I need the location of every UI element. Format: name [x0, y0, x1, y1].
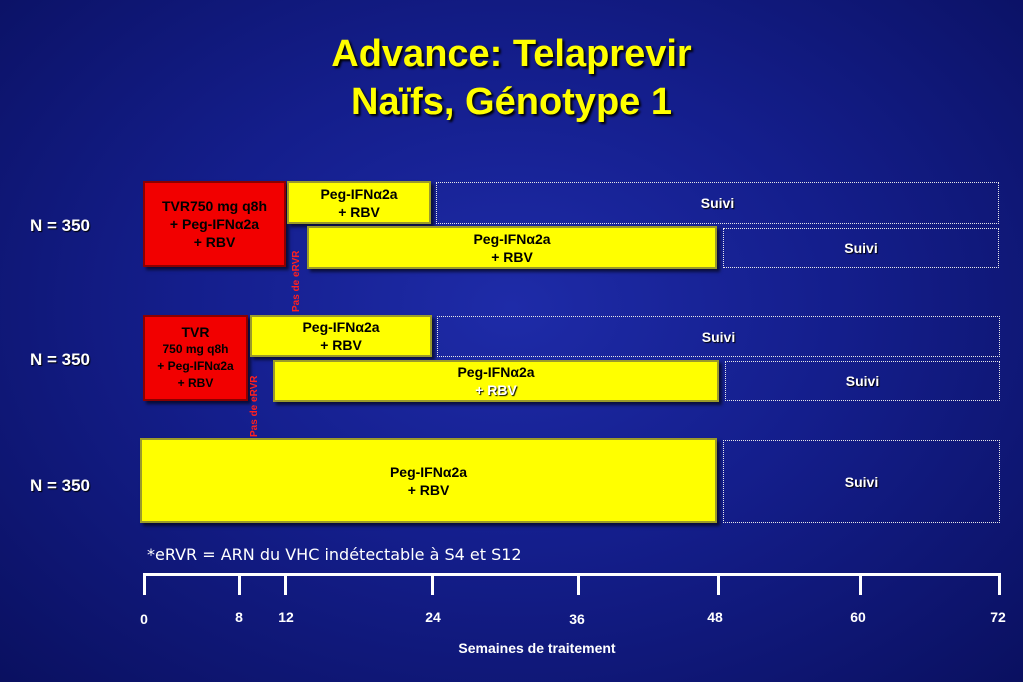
arm3-suivi-label: Suivi — [844, 473, 879, 490]
arm2-top-suivi-box: Suivi — [437, 316, 1000, 357]
axis-title: Semaines de traitement — [458, 640, 616, 656]
slide-title-line2: Naïfs, Génotype 1 — [351, 81, 672, 123]
tick-label-60: 60 — [850, 609, 866, 625]
tick-label-48: 48 — [707, 609, 723, 625]
arm2-n-label: N = 350 — [30, 350, 91, 369]
arm2-top-peg-line1: Peg-IFNα2a — [302, 319, 380, 335]
tick-label-36: 36 — [569, 611, 585, 627]
arm2-top-peg-line2: + RBV — [320, 337, 362, 353]
arm1-tvr-line2: + Peg-IFNα2a — [169, 216, 260, 232]
arm1-top-suivi-box: Suivi — [436, 182, 999, 224]
arm2-tvr-line2: 750 mg q8h — [162, 342, 229, 356]
arm3-suivi-box: Suivi — [723, 440, 1000, 523]
tick-12 — [284, 573, 287, 595]
arm1-bottom-peg-box: Peg-IFNα2a + RBV — [307, 226, 717, 269]
arm1-top-peg-line2: + RBV — [338, 203, 380, 220]
axis-line — [143, 573, 1001, 576]
arm3-peg-line2: + RBV — [407, 481, 450, 498]
arm1-no-ervr-label: Pas de eRVR — [291, 250, 302, 312]
tick-label-24: 24 — [425, 609, 441, 625]
arm2-bottom-suivi-box: Suivi — [725, 361, 1000, 401]
arm2-tvr-line4: + RBV — [177, 376, 214, 390]
tick-48 — [717, 573, 720, 595]
arm2-bottom-peg-box: Peg-IFNα2a + RBV — [273, 360, 719, 402]
arm1-tvr-line1: TVR750 mg q8h — [161, 198, 268, 214]
arm3-peg-line1: Peg-IFNα2a — [389, 463, 468, 480]
arm1-n-label: N = 350 — [30, 216, 91, 235]
arm1-bottom-peg-line1: Peg-IFNα2a — [473, 230, 551, 247]
tick-label-8: 8 — [235, 609, 243, 625]
tick-label-0: 0 — [140, 611, 148, 627]
arm1-top-suivi-label: Suivi — [700, 195, 735, 211]
tick-8 — [238, 573, 241, 595]
slide-title-line1: Advance: Telaprevir — [331, 33, 692, 75]
arm1-top-peg-box: Peg-IFNα2a + RBV — [287, 181, 431, 224]
tick-72 — [998, 573, 1001, 595]
tick-0 — [143, 573, 146, 595]
arm1-bottom-suivi-box: Suivi — [723, 228, 999, 268]
arm1-tvr-box: TVR750 mg q8h + Peg-IFNα2a + RBV — [143, 181, 286, 267]
arm2-bottom-peg-line2: + RBV — [475, 382, 517, 398]
footnote: *eRVR = ARN du VHC indétectable à S4 et … — [147, 545, 522, 564]
arm3-peg-box: Peg-IFNα2a + RBV — [140, 438, 717, 523]
arm2-bottom-suivi-label: Suivi — [845, 373, 880, 389]
arm2-top-suivi-label: Suivi — [701, 328, 736, 345]
arm2-bottom-peg-line1: Peg-IFNα2a — [457, 364, 535, 380]
arm2-top-peg-box: Peg-IFNα2a + RBV — [250, 315, 432, 357]
arm2-tvr-box: TVR 750 mg q8h + Peg-IFNα2a + RBV — [143, 315, 248, 401]
arm2-tvr-line1: TVR — [181, 324, 210, 340]
tick-36 — [577, 573, 580, 595]
arm3-n-label: N = 350 — [30, 476, 91, 495]
arm1-top-peg-line1: Peg-IFNα2a — [320, 185, 398, 202]
tick-24 — [431, 573, 434, 595]
tick-label-12: 12 — [278, 609, 294, 625]
arm1-bottom-peg-line2: + RBV — [491, 248, 533, 265]
tick-60 — [859, 573, 862, 595]
arm1-bottom-suivi-label: Suivi — [844, 240, 878, 256]
tick-label-72: 72 — [990, 609, 1006, 625]
arm2-tvr-line3: + Peg-IFNα2a — [157, 359, 234, 373]
arm1-tvr-line3: + RBV — [193, 234, 236, 250]
arm2-no-ervr-label: Pas de eRVR — [249, 375, 260, 437]
